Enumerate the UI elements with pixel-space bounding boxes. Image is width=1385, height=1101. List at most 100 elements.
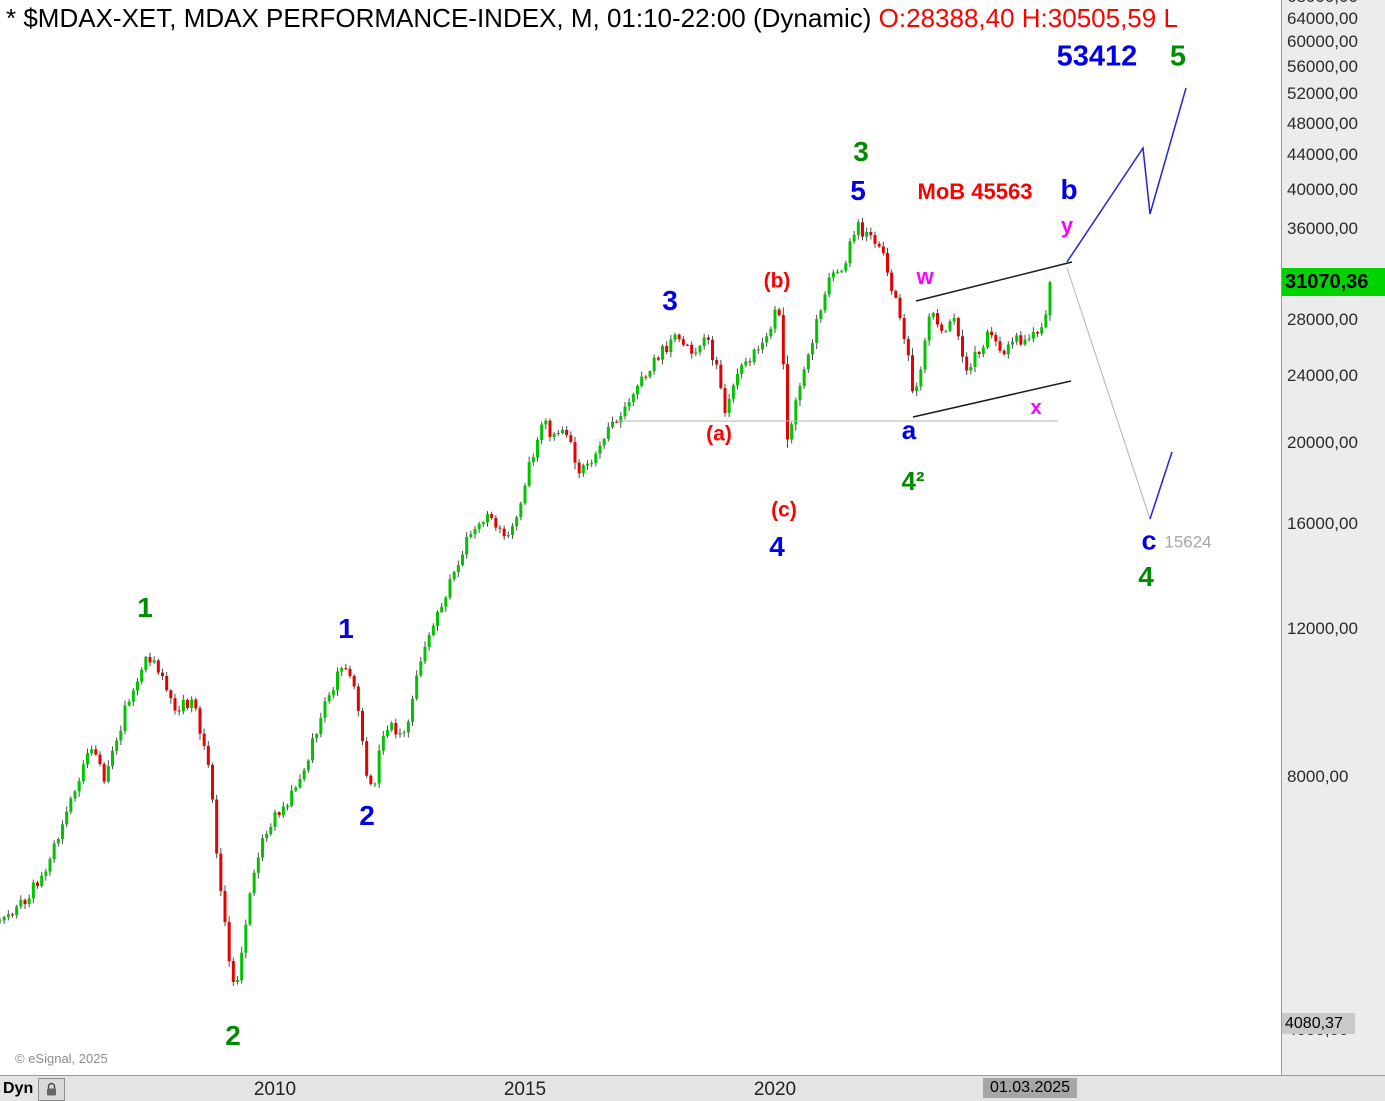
- price-axis[interactable]: 31070,36 4080,37 68000,0064000,00 60000,0…: [1281, 0, 1385, 1075]
- wave5-projection-line[interactable]: [1066, 87, 1187, 263]
- dyn-mode-label[interactable]: Dyn: [3, 1080, 34, 1097]
- candle-up: [236, 980, 239, 982]
- candle-down: [965, 356, 969, 371]
- wave-annotation[interactable]: 5: [850, 175, 866, 206]
- time-axis[interactable]: Dyn 01.03.2025 2010 2015 2020: [0, 1075, 1385, 1101]
- candle-up: [511, 526, 514, 536]
- candle-down: [569, 435, 573, 442]
- wave-annotation[interactable]: 15624: [1164, 532, 1212, 552]
- candle-up: [273, 812, 277, 827]
- candle-up: [731, 385, 735, 399]
- price-tick-label: 52000,00: [1287, 84, 1358, 104]
- candle-down: [219, 853, 223, 891]
- candle-down: [344, 668, 348, 670]
- candle-up: [140, 669, 144, 682]
- price-tick-label: 56000,00: [1287, 57, 1358, 77]
- candle-up: [398, 732, 402, 735]
- candle-up: [2, 916, 6, 921]
- wave-annotation[interactable]: a: [901, 415, 917, 445]
- candle-up: [773, 309, 777, 329]
- price-tick-label: 48000,00: [1287, 113, 1358, 133]
- candle-down: [994, 335, 998, 342]
- candle-up: [415, 675, 419, 699]
- wave-annotation[interactable]: (b): [763, 269, 791, 293]
- wave-annotation[interactable]: y: [1060, 213, 1074, 238]
- candle-down: [165, 676, 169, 691]
- price-tick-label: 28000,00: [1287, 310, 1358, 330]
- alt-c-rebound-line[interactable]: [1149, 451, 1173, 520]
- wave-annotation[interactable]: 1: [137, 592, 153, 623]
- wave-annotation[interactable]: 4: [1138, 561, 1154, 592]
- candle-down: [998, 341, 1002, 351]
- wave-annotation-layer: 1 2 1 2 3 (a) (b) (c) 4 3 5 MoB 45563 b y w 53412 5 a 4² x c…: [137, 40, 1212, 1051]
- candle-up: [631, 394, 635, 403]
- wave-annotation[interactable]: b: [1060, 174, 1078, 205]
- candle-up: [465, 537, 469, 555]
- candle-down: [215, 799, 219, 854]
- wave-annotation[interactable]: 3: [662, 285, 678, 316]
- date-marker: 01.03.2025: [982, 1078, 1078, 1098]
- channel-lower-line[interactable]: [912, 380, 1072, 418]
- alt-scenario-line[interactable]: [1066, 267, 1151, 520]
- lock-button[interactable]: [38, 1078, 65, 1101]
- candle-down: [1036, 332, 1039, 334]
- wave-annotation[interactable]: 1: [338, 613, 354, 644]
- candle-down: [177, 710, 181, 712]
- wave-annotation[interactable]: 3: [853, 136, 869, 167]
- candle-up: [1040, 327, 1044, 334]
- candle-up: [790, 424, 794, 440]
- candle-up: [131, 690, 135, 702]
- candle-up: [531, 457, 535, 463]
- wave-annotation[interactable]: 53412: [1056, 40, 1138, 73]
- candle-down: [644, 376, 648, 378]
- wave-annotation[interactable]: w: [916, 264, 934, 289]
- candle-up: [406, 721, 410, 733]
- channel-upper-line[interactable]: [915, 261, 1073, 302]
- candle-up: [831, 272, 835, 278]
- candle-up: [865, 231, 869, 237]
- wave-annotation[interactable]: 4²: [901, 466, 925, 496]
- price-tick-label: 12000,00: [1287, 619, 1358, 639]
- candle-up: [481, 522, 485, 525]
- candle-up: [815, 319, 819, 344]
- candle-up: [152, 660, 156, 663]
- candle-down: [940, 324, 944, 331]
- wave-annotation[interactable]: 2: [359, 800, 375, 831]
- wave-annotation[interactable]: c: [1141, 525, 1157, 556]
- candle-down: [956, 318, 960, 337]
- wave-annotation[interactable]: 2: [225, 1020, 241, 1051]
- candle-up: [252, 872, 256, 894]
- candle-up: [473, 528, 477, 535]
- wave-annotation[interactable]: x: [1030, 397, 1042, 419]
- chart-canvas[interactable]: * $MDAX-XET, MDAX PERFORMANCE-INDEX, M, …: [0, 0, 1281, 1075]
- candle-up: [373, 783, 377, 785]
- candle-down: [277, 812, 281, 816]
- wave-annotation[interactable]: MoB 45563: [917, 179, 1033, 204]
- candle-up: [311, 738, 314, 761]
- candle-up: [740, 365, 744, 374]
- wave-annotation[interactable]: 4: [769, 531, 785, 562]
- candle-up: [265, 834, 269, 839]
- candle-up: [561, 429, 564, 434]
- candle-up: [190, 699, 194, 708]
- candle-up: [840, 270, 844, 272]
- wave-annotation[interactable]: (c): [771, 498, 797, 522]
- candle-down: [961, 336, 964, 357]
- candle-up: [698, 346, 702, 353]
- wave-annotation[interactable]: (a): [706, 422, 732, 446]
- candle-down: [361, 710, 364, 742]
- candle-up: [798, 386, 802, 401]
- candle-up: [331, 690, 335, 696]
- candle-up: [319, 717, 323, 735]
- candlestick-chart[interactable]: [0, 0, 1281, 1075]
- candle-down: [202, 733, 206, 746]
- candle-down: [748, 361, 752, 363]
- candle-down: [211, 764, 214, 800]
- candle-up: [431, 625, 435, 636]
- candle-up: [44, 871, 48, 876]
- candle-up: [377, 750, 381, 784]
- wave-annotation[interactable]: 5: [1169, 40, 1187, 73]
- candle-down: [206, 745, 210, 765]
- candle-down: [194, 699, 198, 709]
- candle-down: [231, 961, 235, 982]
